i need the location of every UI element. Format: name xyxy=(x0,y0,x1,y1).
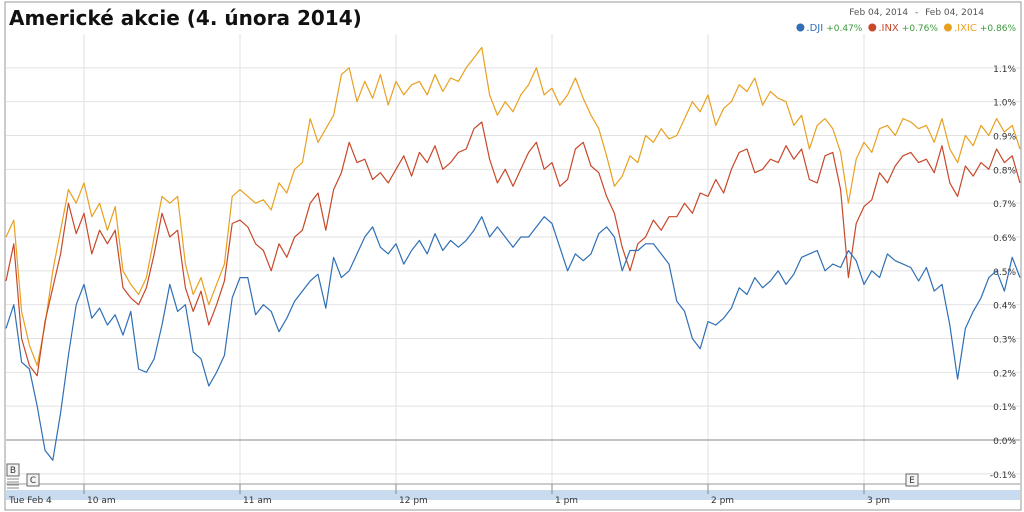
legend-change: +0.76% xyxy=(902,24,939,34)
y-tick-label: 0.8% xyxy=(993,166,1016,176)
x-tick-label: 12 pm xyxy=(399,496,428,506)
x-axis: Tue Feb 4 10 am 11 am 12 pm 1 pm 2 pm 3 pm xyxy=(6,483,1020,506)
y-tick-label: 0.0% xyxy=(993,437,1016,447)
y-tick-label: 1.1% xyxy=(993,65,1016,75)
date-range-separator: - xyxy=(915,8,918,18)
y-tick-label: 0.2% xyxy=(993,369,1016,379)
x-tick-label: Tue Feb 4 xyxy=(8,496,52,506)
legend-item-ixic[interactable]: .IXIC +0.86% xyxy=(943,23,1017,34)
event-flag-e-label: E xyxy=(909,476,915,486)
y-tick-label: 0.9% xyxy=(993,133,1016,143)
series-lines xyxy=(5,46,1021,461)
y-tick-label: 0.4% xyxy=(993,302,1016,312)
legend-name: .IXIC xyxy=(954,23,977,34)
legend-dot xyxy=(796,23,805,32)
legend-item-inx[interactable]: .INX +0.76% xyxy=(868,23,938,34)
y-axis: -0.1% 0.0% 0.1% 0.2% 0.3% 0.4% 0.5% 0.6% 0.7% 0.8… xyxy=(990,65,1017,481)
legend-name: .INX xyxy=(878,23,899,34)
date-range-to: Feb 04, 2014 xyxy=(925,8,984,18)
x-tick-label: 10 am xyxy=(87,496,116,506)
x-tick-label: 1 pm xyxy=(555,496,578,506)
date-range: Feb 04, 2014 - Feb 04, 2014 xyxy=(849,8,984,18)
series-line-dji xyxy=(5,216,1021,461)
x-tick-label: 2 pm xyxy=(711,496,734,506)
legend-item-dji[interactable]: .DJI +0.47% xyxy=(796,23,863,34)
y-tick-label: 0.1% xyxy=(993,403,1016,413)
legend-change: +0.47% xyxy=(826,24,863,34)
y-tick-label: 0.3% xyxy=(993,336,1016,346)
x-tick-label: 11 am xyxy=(243,496,272,506)
series-line-ixic xyxy=(5,46,1021,367)
event-flag-c-label: C xyxy=(30,476,36,486)
legend-name: .DJI xyxy=(806,23,823,34)
chart-frame xyxy=(4,1,1022,511)
y-tick-label: 0.6% xyxy=(993,234,1016,244)
event-flag-c[interactable]: C xyxy=(26,473,40,487)
legend-dot xyxy=(943,23,952,32)
legend: .DJI +0.47% .INX +0.76% .IXIC +0.86% xyxy=(796,23,1016,34)
y-tick-label: -0.1% xyxy=(990,471,1017,481)
grid-lines xyxy=(6,34,1020,484)
y-tick-label: 1.0% xyxy=(993,99,1016,109)
event-flag-b-label: B xyxy=(10,466,16,476)
legend-change: +0.86% xyxy=(980,24,1017,34)
series-line-inx xyxy=(5,121,1021,377)
date-range-from: Feb 04, 2014 xyxy=(849,8,908,18)
chart-title: Americké akcie (4. února 2014) xyxy=(9,6,362,30)
x-axis-band[interactable] xyxy=(6,490,1020,500)
event-flag-b[interactable]: B xyxy=(6,463,20,489)
event-flag-e[interactable]: E xyxy=(905,473,919,487)
y-tick-label: 0.7% xyxy=(993,200,1016,210)
y-tick-label: 0.5% xyxy=(993,268,1016,278)
legend-dot xyxy=(868,23,877,32)
x-tick-label: 3 pm xyxy=(867,496,890,506)
